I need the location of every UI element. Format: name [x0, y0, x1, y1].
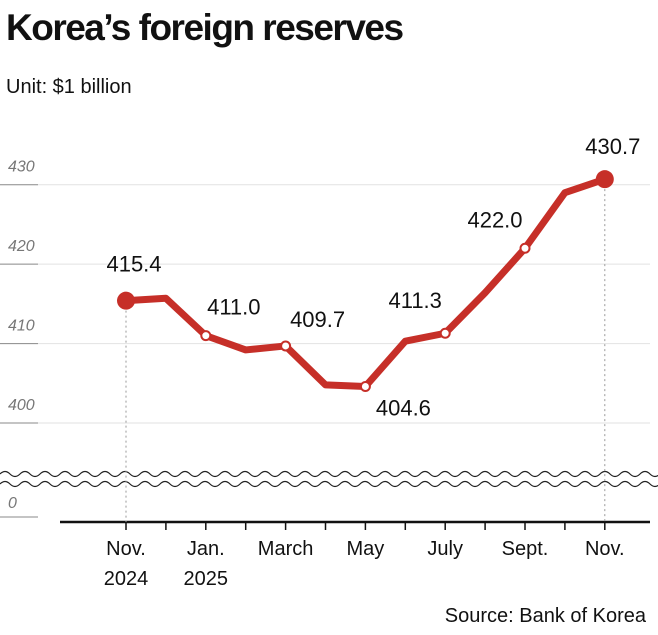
break-wave — [0, 470, 658, 478]
x-tick-label: July — [427, 538, 463, 560]
data-label: 411.3 — [388, 288, 441, 313]
point — [280, 340, 292, 352]
point — [439, 327, 451, 339]
data-label: 430.7 — [585, 134, 640, 159]
data-label: 415.4 — [106, 252, 161, 277]
data-label: 422.0 — [467, 207, 522, 232]
x-tick-label: Jan. 2025 — [183, 538, 229, 590]
point — [359, 380, 371, 392]
data-label: 411.0 — [207, 295, 260, 320]
y-tick-label: 400 — [8, 397, 35, 414]
subtitle: Unit: $1 billion — [6, 76, 132, 98]
data-label: 404.6 — [376, 395, 431, 420]
chart-title: Korea’s foreign reserves — [6, 7, 403, 48]
point — [595, 170, 614, 189]
y-tick-label: 0 — [8, 495, 17, 512]
line — [125, 175, 606, 390]
axis-break — [0, 470, 658, 488]
point — [117, 291, 135, 310]
y-tick-label: 410 — [8, 318, 35, 335]
data-label: 409.7 — [290, 307, 345, 332]
x-tick-label: Nov. 2024 — [103, 538, 149, 590]
break-wave — [0, 480, 658, 488]
source: Source: Bank of Korea — [445, 605, 647, 627]
y-tick-label: 430 — [8, 159, 35, 176]
x-tick-label: March — [257, 538, 314, 560]
x-tick-label: May — [346, 538, 385, 560]
x-tick-label: Nov. — [584, 538, 625, 560]
point — [519, 242, 531, 254]
point — [200, 330, 212, 342]
x-tick-label: Sept. — [501, 538, 549, 560]
y-tick-label: 420 — [8, 238, 35, 255]
